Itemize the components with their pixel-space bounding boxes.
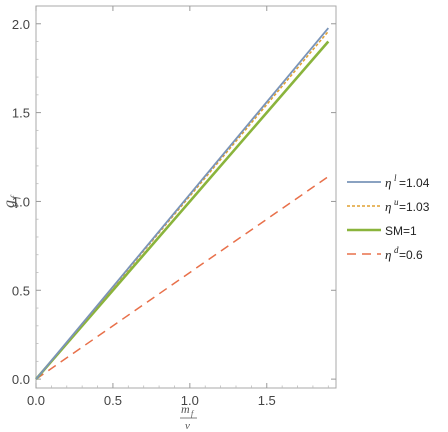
legend-value-0: =1.04 [399, 176, 430, 190]
x-axis-label: m f v [180, 402, 197, 432]
y-tick-label: 0.5 [12, 283, 30, 298]
x-tick-label: 0.0 [27, 393, 45, 408]
y-tick-label: 1.5 [12, 106, 30, 121]
legend-sup-1: u [394, 197, 399, 207]
y-axis-label-base: g [1, 200, 18, 208]
ticks: 0.0 0.5 1.0 1.5 0.0 0.5 1.0 1.5 2.0 [12, 6, 336, 408]
series-lines [35, 27, 330, 380]
x-axis-label-denominator: v [185, 420, 190, 432]
y-tick-label: 1.0 [12, 194, 30, 209]
legend-value-3: =0.6 [399, 248, 423, 262]
series-line-3 [35, 175, 329, 380]
y-tick-label: 0.0 [12, 372, 30, 387]
plot-frame [35, 5, 337, 389]
legend-value-1: =1.03 [399, 200, 430, 214]
legend-symbol-3: η [385, 247, 391, 262]
series-line-2 [35, 40, 330, 380]
y-tick-label: 2.0 [12, 17, 30, 32]
series-line-0 [35, 27, 329, 380]
x-axis-label-numerator-sub: f [191, 409, 195, 418]
legend-symbol-1: η [385, 199, 391, 214]
legend-label-2: SM=1 [385, 224, 417, 238]
x-tick-label: 0.5 [104, 393, 122, 408]
legend-sup-0: l [394, 173, 397, 183]
legend-symbol-0: η [385, 175, 391, 190]
x-axis-label-numerator: m [181, 402, 190, 416]
y-axis-label: g f [1, 194, 21, 208]
y-axis-label-sub: f [9, 194, 21, 199]
legend-sup-3: d [394, 245, 399, 255]
x-tick-label: 1.0 [181, 393, 199, 408]
x-tick-label: 1.5 [258, 393, 276, 408]
